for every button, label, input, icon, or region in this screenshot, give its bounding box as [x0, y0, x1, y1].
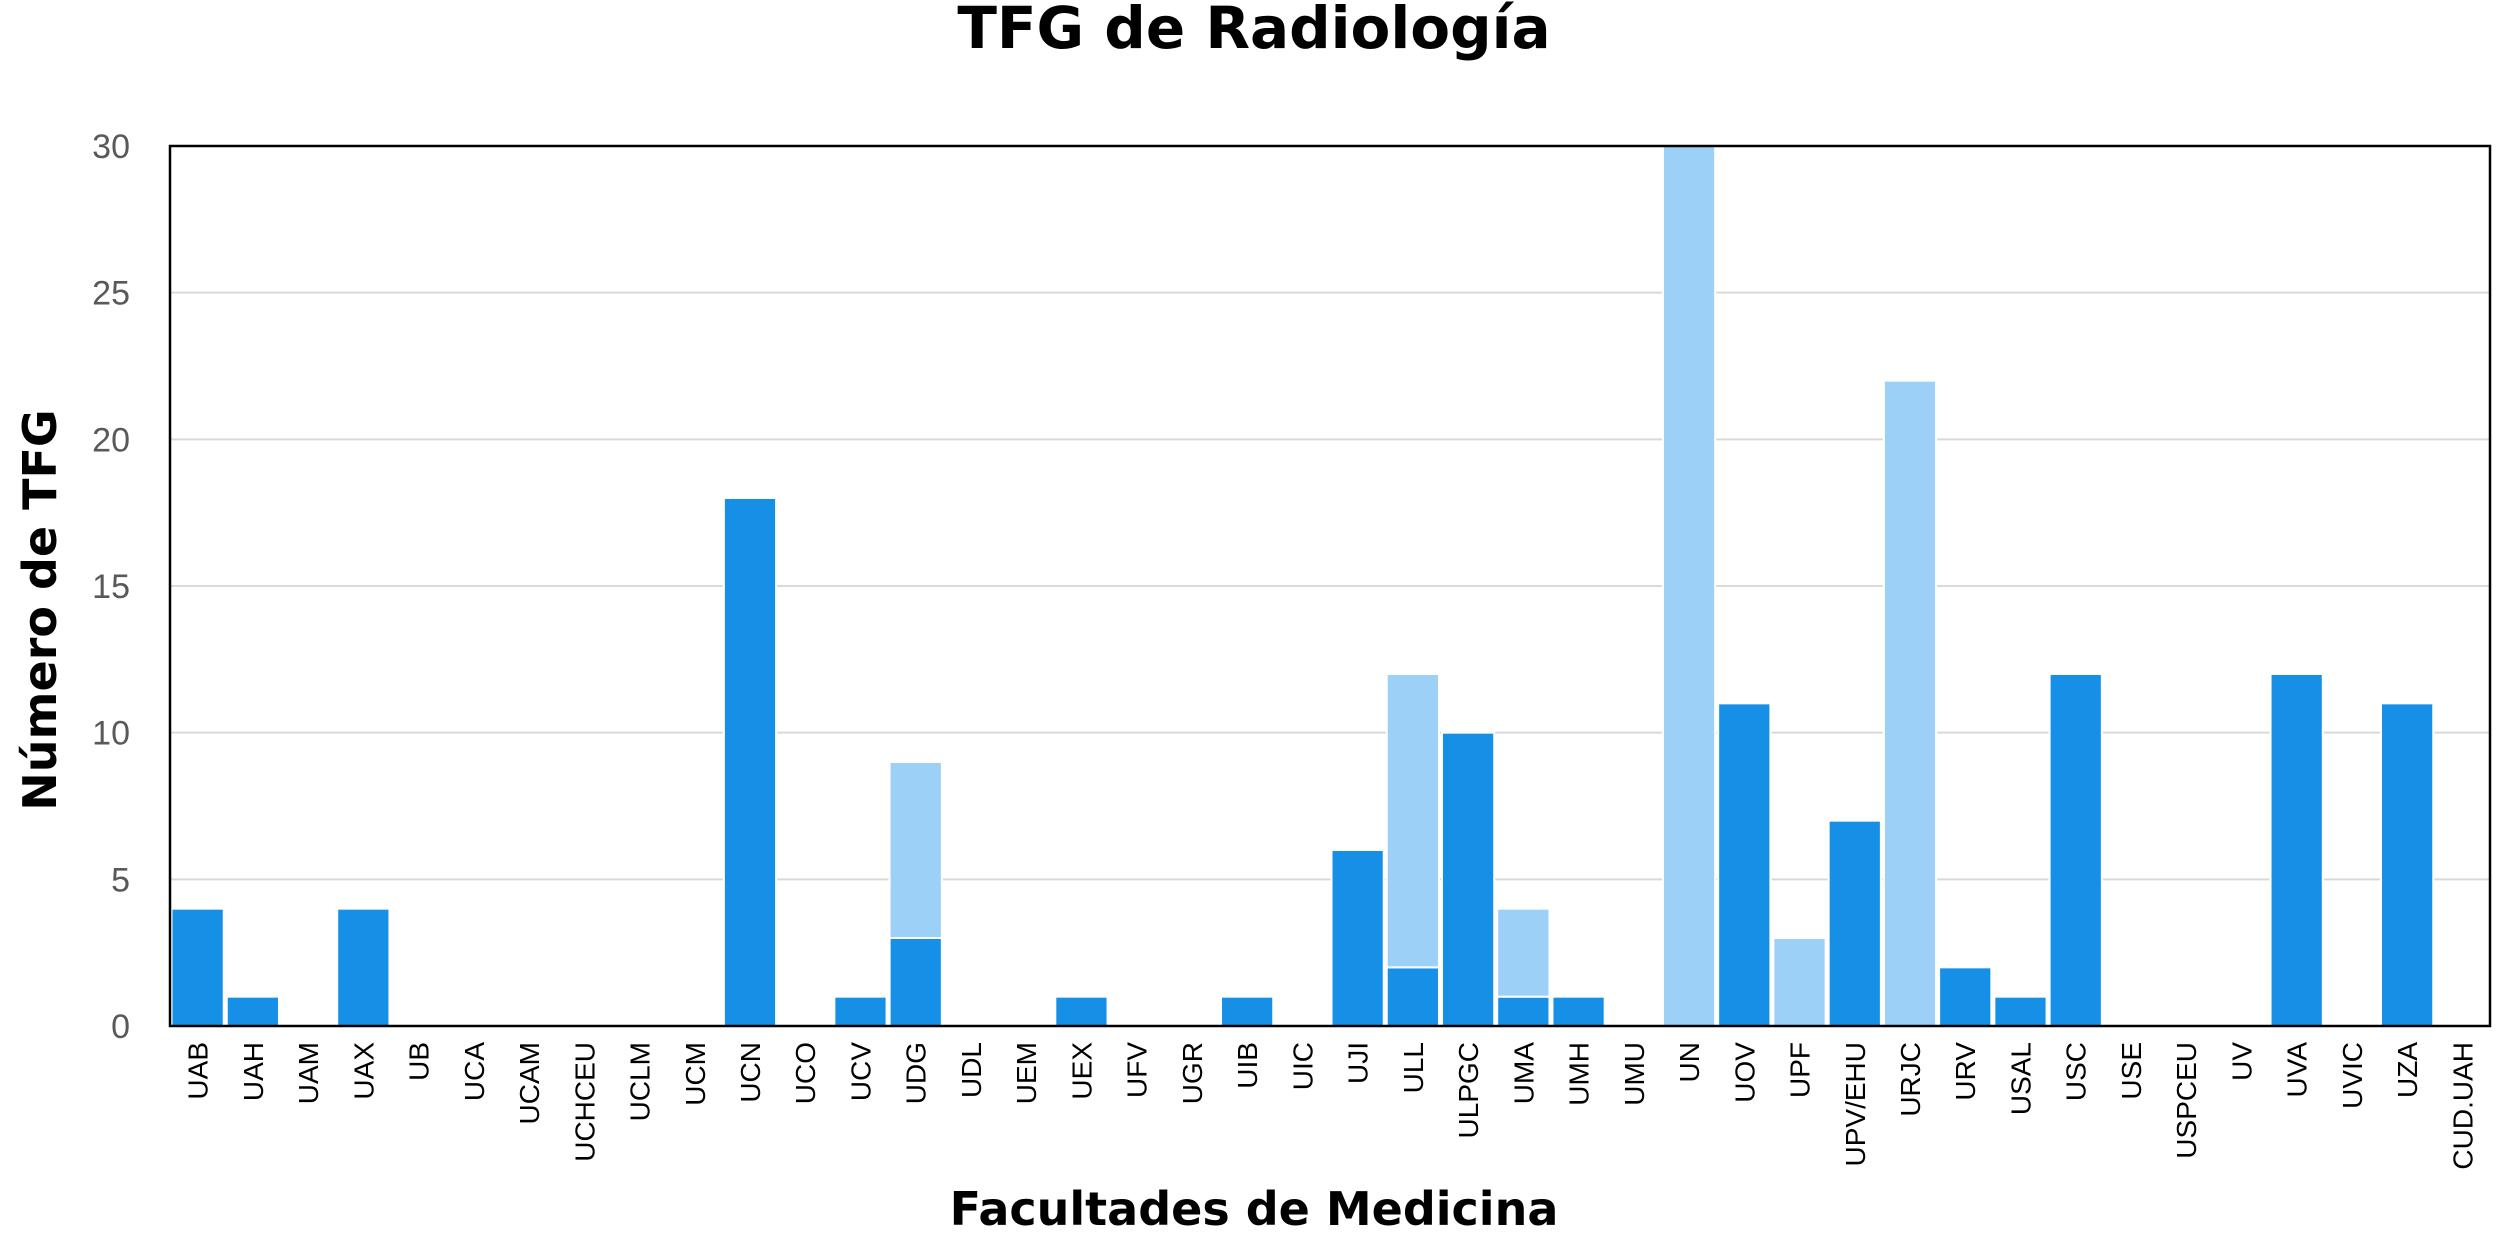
x-tick-label: UEM — [1011, 1042, 1042, 1104]
x-tick-label: UN — [1674, 1042, 1705, 1082]
bars — [170, 145, 2435, 1028]
x-tick-label: UMH — [1564, 1042, 1595, 1106]
y-axis-ticks: 0 5 10 15 20 25 30 — [92, 128, 130, 1046]
x-tick-label: UEX — [1066, 1042, 1097, 1100]
bar-dark-urv — [1938, 966, 1993, 1027]
x-tick-label: ULL — [1398, 1042, 1429, 1093]
bar-light-udg — [888, 761, 943, 939]
x-tick-label: USPCEU — [2171, 1042, 2202, 1159]
bar-dark-ull — [1385, 966, 1440, 1027]
bar-light-ull — [1385, 673, 1440, 969]
bar-dark-upv-ehu — [1827, 819, 1882, 1028]
bar-dark-uab — [170, 907, 225, 1028]
x-tick-label: UDL — [956, 1042, 987, 1098]
x-tick-label: UVA — [2282, 1042, 2313, 1098]
bar-dark-ucv — [833, 995, 888, 1028]
x-tick-label: UGR — [1177, 1042, 1208, 1104]
x-tick-label: CUD.UAH — [2447, 1042, 2478, 1170]
bar-light-uma — [1496, 907, 1551, 998]
x-tick-label: UCM — [680, 1042, 711, 1106]
x-tick-label: UAX — [348, 1042, 379, 1100]
bar-dark-umh — [1551, 995, 1606, 1028]
x-tick-label: USC — [2061, 1042, 2092, 1101]
x-tick-label: UVIC — [2337, 1042, 2368, 1109]
y-tick-label: 20 — [92, 421, 130, 459]
x-tick-label: UCAM — [514, 1042, 545, 1124]
x-tick-label: UAB — [183, 1042, 214, 1100]
x-tick-label: UCHCEU — [569, 1042, 600, 1162]
x-tick-label: UMA — [1508, 1042, 1539, 1105]
bar-dark-uma — [1496, 995, 1551, 1028]
x-tick-label: UMU — [1619, 1042, 1650, 1106]
x-tick-label: USAL — [2005, 1042, 2036, 1115]
x-tick-label: UJI — [1343, 1042, 1374, 1084]
chart-title: TFG de Radiología — [957, 0, 1550, 62]
x-tick-label: UCN — [735, 1042, 766, 1103]
x-tick-label: UFV — [1122, 1042, 1153, 1098]
x-tick-label: URJC — [1895, 1042, 1926, 1117]
bar-dark-udg — [888, 937, 943, 1027]
bar-dark-uib — [1220, 995, 1275, 1028]
bar-dark-ucn — [722, 497, 778, 1027]
x-tick-label: UPF — [1785, 1042, 1816, 1098]
bar-dark-usc — [2048, 673, 2103, 1027]
y-tick-label: 5 — [111, 861, 130, 899]
x-axis-ticks: UAB UAH UAM UAX UB UCA UCAM UCHCEU UCLM UCM UCN UCO… — [183, 1042, 2479, 1170]
x-tick-label: UB — [404, 1042, 435, 1081]
bar-dark-uva — [2269, 673, 2324, 1027]
y-tick-label: 15 — [92, 568, 130, 606]
x-tick-label: UAM — [293, 1042, 324, 1104]
bar-light-un — [1661, 145, 1717, 1027]
x-tick-label: UAH — [238, 1042, 269, 1101]
y-tick-label: 25 — [92, 275, 130, 313]
bar-dark-ulpgc — [1440, 731, 1496, 1028]
x-tick-label: UCLM — [625, 1042, 656, 1121]
x-tick-label: UCA — [459, 1042, 490, 1101]
x-tick-label: ULPGC — [1453, 1042, 1484, 1138]
x-tick-label: URV — [1950, 1042, 1981, 1101]
bar-dark-uex — [1054, 995, 1109, 1028]
x-tick-label: UCO — [790, 1042, 821, 1104]
bar-dark-usal — [1993, 995, 2048, 1028]
y-tick-label: 30 — [92, 128, 130, 166]
x-axis-label: Facultades de Medicina — [950, 1182, 1559, 1236]
x-tick-label: UOV — [1729, 1042, 1760, 1103]
x-tick-label: UIC — [1287, 1042, 1318, 1090]
bar-dark-uax — [336, 907, 391, 1028]
gridlines — [170, 145, 2490, 1027]
y-tick-label: 0 — [111, 1008, 130, 1046]
bar-dark-uov — [1717, 702, 1772, 1027]
x-tick-label: UV — [2226, 1042, 2257, 1081]
x-tick-label: UDG — [901, 1042, 932, 1104]
y-tick-label: 10 — [92, 715, 130, 753]
x-tick-label: UIB — [1232, 1042, 1263, 1089]
bar-light-upf — [1772, 937, 1827, 1027]
plot-area — [168, 144, 2492, 1028]
y-axis-label: Número de TFG — [13, 409, 67, 810]
x-tick-label: USE — [2116, 1042, 2147, 1100]
bar-light-urjc — [1882, 379, 1938, 1027]
bar-dark-uza — [2380, 702, 2435, 1027]
x-tick-label: UZA — [2392, 1042, 2423, 1098]
x-tick-label: UPV/EHU — [1840, 1042, 1871, 1166]
bar-dark-uji — [1330, 849, 1385, 1027]
bar-dark-uah — [225, 995, 280, 1028]
x-tick-label: UCV — [845, 1042, 876, 1101]
